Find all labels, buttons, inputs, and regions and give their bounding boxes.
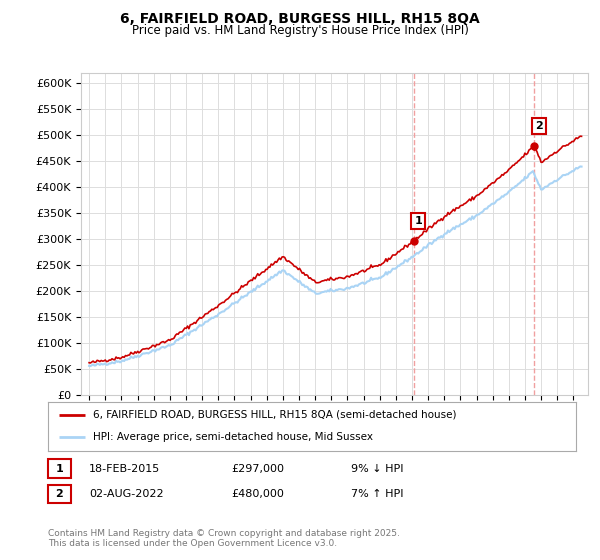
Text: £480,000: £480,000 (231, 489, 284, 499)
Text: 1: 1 (415, 216, 422, 226)
Text: Contains HM Land Registry data © Crown copyright and database right 2025.
This d: Contains HM Land Registry data © Crown c… (48, 529, 400, 548)
Text: 2: 2 (535, 121, 542, 131)
Text: 2: 2 (56, 489, 63, 499)
Text: £297,000: £297,000 (231, 464, 284, 474)
Text: 6, FAIRFIELD ROAD, BURGESS HILL, RH15 8QA: 6, FAIRFIELD ROAD, BURGESS HILL, RH15 8Q… (120, 12, 480, 26)
Text: HPI: Average price, semi-detached house, Mid Sussex: HPI: Average price, semi-detached house,… (93, 432, 373, 442)
Text: Price paid vs. HM Land Registry's House Price Index (HPI): Price paid vs. HM Land Registry's House … (131, 24, 469, 37)
Text: 02-AUG-2022: 02-AUG-2022 (89, 489, 163, 499)
Text: 6, FAIRFIELD ROAD, BURGESS HILL, RH15 8QA (semi-detached house): 6, FAIRFIELD ROAD, BURGESS HILL, RH15 8Q… (93, 410, 457, 420)
Text: 18-FEB-2015: 18-FEB-2015 (89, 464, 160, 474)
Text: 9% ↓ HPI: 9% ↓ HPI (351, 464, 404, 474)
Text: 1: 1 (56, 464, 63, 474)
Text: 7% ↑ HPI: 7% ↑ HPI (351, 489, 404, 499)
